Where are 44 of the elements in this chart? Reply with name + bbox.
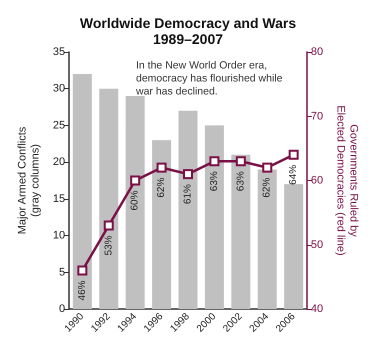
point — [288, 150, 299, 160]
point — [183, 169, 193, 180]
bar — [178, 110, 198, 309]
bar — [204, 125, 224, 309]
chart-title: Worldwide Democracy and Wars 1989–2007 — [80, 15, 296, 47]
bar — [72, 74, 92, 309]
y-tick-label: 35 — [52, 46, 66, 58]
point — [104, 220, 114, 230]
y-tick-label: 20 — [52, 156, 66, 168]
bar — [258, 169, 277, 309]
y2-tick-label: 40 — [310, 303, 324, 315]
y2-tick-label: 60 — [310, 174, 324, 186]
y2-axis-title: Governments Ruled by Elected Democracies (red line) — [334, 105, 360, 256]
point — [236, 156, 246, 166]
data-label: 62% — [156, 178, 168, 198]
data-label: 63% — [208, 171, 220, 192]
y2-tick-label: 50 — [310, 238, 324, 251]
y-tick-label: 0 — [59, 303, 66, 315]
data-label: 60% — [130, 190, 141, 211]
point — [77, 265, 88, 276]
y-tick-label: 30 — [52, 82, 66, 95]
bar — [126, 96, 145, 309]
y-axis-title: Major Armed Conflicts (gray columns) — [16, 126, 42, 234]
data-label: 61% — [182, 184, 194, 204]
data-label: 53% — [103, 235, 114, 256]
y2-tick-label: 80 — [310, 46, 324, 58]
point — [156, 162, 167, 173]
bar — [231, 154, 250, 309]
y-tick-label: 5 — [59, 266, 66, 278]
bar — [152, 140, 172, 309]
point — [262, 162, 272, 173]
data-label: 63% — [235, 171, 246, 192]
data-label: 46% — [76, 280, 88, 300]
bar — [284, 184, 304, 309]
y-tick-label: 10 — [52, 230, 66, 242]
y2-tick-label: 70 — [310, 110, 324, 122]
data-label: 62% — [262, 178, 273, 198]
point — [130, 176, 140, 186]
annotation: In the New World Order era, democracy has flourished while war has declined. — [135, 60, 286, 98]
data-label: 64% — [288, 164, 300, 185]
y-tick-label: 15 — [52, 192, 66, 205]
y-tick-label: 25 — [52, 119, 66, 132]
point — [209, 156, 220, 166]
bar — [99, 88, 118, 309]
